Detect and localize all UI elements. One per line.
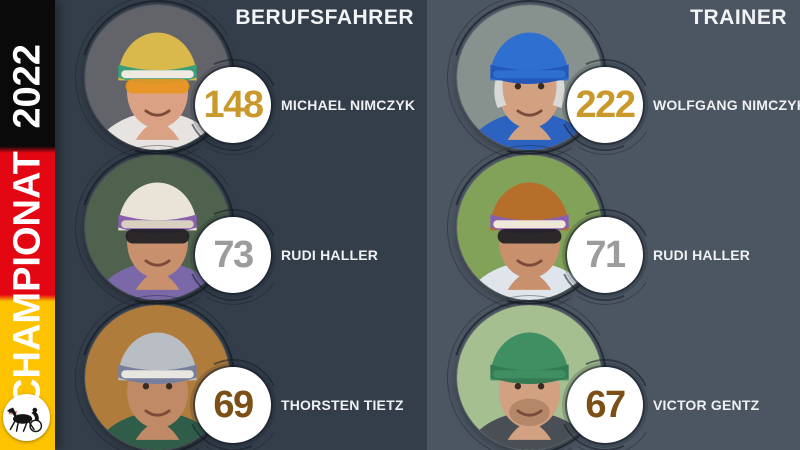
trainer-name: WOLFGANG NIMCZYK (653, 97, 800, 113)
trotting-horse-sulky-icon: HVT (6, 407, 42, 432)
column-header-trainer: TRAINER (690, 6, 787, 29)
score-value: 222 (575, 84, 636, 126)
driver-name: THORSTEN TIETZ (281, 397, 404, 413)
score-value: 67 (585, 384, 626, 426)
flag-sidebar: CHAMPIONAT 2022 HVT (0, 0, 55, 450)
score-value: 71 (585, 234, 626, 276)
ranking-row-3: 67 VICTOR GENTZ (427, 305, 800, 450)
trotting-horse-logo: HVT (3, 394, 50, 441)
photo-rings (85, 5, 230, 150)
score-badge: 148 (195, 67, 271, 143)
page-title: CHAMPIONAT 2022 (6, 44, 48, 406)
ranking-row-2: 73 RUDI HALLER (55, 155, 427, 305)
column-header-berufsfahrer: BERUFSFAHRER (235, 6, 414, 29)
ranking-row-1: 148 MICHAEL NIMCZYK (55, 5, 427, 155)
score-badge: 222 (567, 67, 643, 143)
score-badge: 69 (195, 367, 271, 443)
score-badge: 73 (195, 217, 271, 293)
trainer-name: RUDI HALLER (653, 247, 751, 263)
score-value: 73 (213, 234, 254, 276)
score-value: 148 (203, 84, 264, 126)
score-badge: 71 (567, 217, 643, 293)
ranking-row-3: 69 THORSTEN TIETZ (55, 305, 427, 450)
column-berufsfahrer: BERUFSFAHRER 148 MICHAEL NIMCZYK (55, 0, 427, 450)
column-trainer: TRAINER 222 WOLFGANG NIMCZYK (427, 0, 800, 450)
trainer-name: VICTOR GENTZ (653, 397, 760, 413)
ranking-row-2: 71 RUDI HALLER (427, 155, 800, 305)
driver-name: RUDI HALLER (281, 247, 379, 263)
ranking-row-1: 222 WOLFGANG NIMCZYK (427, 5, 800, 155)
score-badge: 67 (567, 367, 643, 443)
score-value: 69 (213, 384, 254, 426)
driver-name: MICHAEL NIMCZYK (281, 97, 416, 113)
